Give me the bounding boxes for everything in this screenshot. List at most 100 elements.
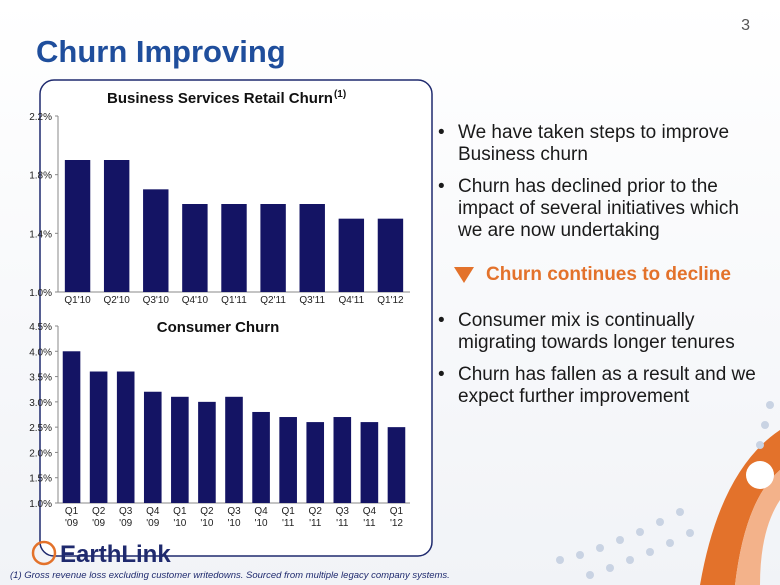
- label-line: Q3: [336, 506, 350, 517]
- y-tick-label: 1.5%: [29, 474, 52, 485]
- bar: [198, 401, 216, 503]
- label-line: '09: [119, 518, 132, 529]
- callout: Churn continues to decline: [454, 264, 756, 286]
- bar: [116, 371, 135, 503]
- bar: [89, 371, 108, 503]
- label-line: Q4: [254, 506, 268, 517]
- bullet-list: Consumer mix is continually migrating to…: [436, 310, 756, 408]
- y-tick-label: 1.4%: [29, 229, 52, 240]
- label-line: Q1: [390, 506, 404, 517]
- x-tick-label: Q4'11: [363, 506, 377, 529]
- x-tick-label: Q3'09: [119, 506, 133, 529]
- dots: [556, 401, 774, 579]
- x-tick-label: Q1'11: [221, 295, 247, 306]
- x-tick-label: Q2'09: [92, 506, 106, 529]
- chart-title-superscript: (1): [334, 89, 346, 100]
- x-tick-label: Q1'10: [64, 295, 91, 306]
- y-tick-label: 3.0%: [29, 398, 52, 409]
- x-tick-label: Q3'11: [336, 506, 350, 529]
- x-tick-label: Q4'10: [182, 295, 209, 306]
- bar: [387, 427, 406, 503]
- label-line: '09: [146, 518, 159, 529]
- bar: [225, 396, 243, 503]
- bar: [333, 417, 352, 503]
- y-tick-label: 1.8%: [29, 171, 52, 182]
- y-tick-label: 4.0%: [29, 347, 52, 358]
- x-tick-label: Q3'11: [299, 295, 325, 306]
- y-tick-label: 1.0%: [29, 499, 52, 510]
- x-tick-label: Q4'10: [254, 506, 268, 529]
- swoosh: [735, 470, 780, 585]
- logo-icon: [31, 540, 57, 566]
- starburst: [746, 461, 774, 489]
- x-tick-label: Q3'10: [227, 506, 241, 529]
- y-tick-label: 4.5%: [29, 322, 52, 333]
- bar: [338, 218, 365, 292]
- x-tick-label: Q2'11: [260, 295, 286, 306]
- logo: EarthLink: [31, 540, 171, 568]
- label-line: Q2: [92, 506, 106, 517]
- bullet: We have taken steps to improve Business …: [438, 122, 756, 166]
- bar: [143, 189, 169, 292]
- bullet: Churn has fallen as a result and we expe…: [438, 364, 756, 408]
- logo-text: EarthLink: [60, 541, 171, 568]
- x-tick-label: Q2'11: [309, 506, 323, 529]
- x-tick-label: Q1'11: [281, 506, 295, 529]
- label-line: '09: [92, 518, 105, 529]
- bar: [377, 218, 404, 292]
- bullet: Consumer mix is continually migrating to…: [438, 310, 756, 354]
- bar: [182, 204, 208, 292]
- bullet: Churn has declined prior to the impact o…: [438, 176, 756, 242]
- label-line: Q1: [281, 506, 295, 517]
- page-number: 3: [741, 17, 750, 34]
- y-tick-label: 3.5%: [29, 373, 52, 384]
- bar: [221, 204, 247, 292]
- bar: [260, 204, 286, 292]
- x-tick-label: Q2'10: [200, 506, 214, 529]
- label-line: Q2: [309, 506, 323, 517]
- bar: [360, 422, 379, 503]
- chart-title: Business Services Retail Churn: [107, 90, 333, 107]
- label-line: '10: [173, 518, 186, 529]
- callout-text: Churn continues to decline: [486, 264, 731, 285]
- y-tick-label: 1.0%: [29, 288, 52, 299]
- callout-arrow: [454, 267, 474, 283]
- slide-title: Churn Improving: [36, 34, 286, 69]
- label-line: '10: [200, 518, 213, 529]
- bar: [306, 422, 325, 503]
- bar: [279, 417, 297, 503]
- footnote: (1) Gross revenue loss excluding custome…: [10, 570, 450, 581]
- label-line: Q1: [65, 506, 79, 517]
- bar: [64, 160, 91, 292]
- label-line: '10: [227, 518, 240, 529]
- decoration: [556, 401, 780, 585]
- bullet-panel: We have taken steps to improve Business …: [436, 122, 756, 418]
- x-tick-label: Q4'09: [146, 506, 160, 529]
- label-line: '11: [282, 518, 295, 529]
- bar: [62, 351, 81, 503]
- bar: [252, 411, 270, 503]
- x-tick-label: Q2'10: [103, 295, 130, 306]
- label-line: Q3: [227, 506, 241, 517]
- y-tick-label: 2.2%: [29, 112, 52, 123]
- label-line: '11: [336, 518, 349, 529]
- label-line: Q4: [363, 506, 377, 517]
- y-tick-label: 2.0%: [29, 448, 52, 459]
- label-line: Q2: [200, 506, 214, 517]
- label-line: Q1: [173, 506, 187, 517]
- bar: [171, 396, 189, 503]
- label-line: '11: [363, 518, 376, 529]
- label-line: Q3: [119, 506, 133, 517]
- x-tick-label: Q1'10: [173, 506, 187, 529]
- bar: [103, 160, 130, 292]
- x-tick-label: Q1'12: [390, 506, 404, 529]
- y-tick-label: 2.5%: [29, 423, 52, 434]
- label-line: Q4: [146, 506, 160, 517]
- label-line: '10: [255, 518, 268, 529]
- label-line: '12: [390, 518, 403, 529]
- chart-title: Consumer Churn: [157, 319, 280, 336]
- x-tick-label: Q4'11: [339, 295, 365, 306]
- label-line: '09: [65, 518, 78, 529]
